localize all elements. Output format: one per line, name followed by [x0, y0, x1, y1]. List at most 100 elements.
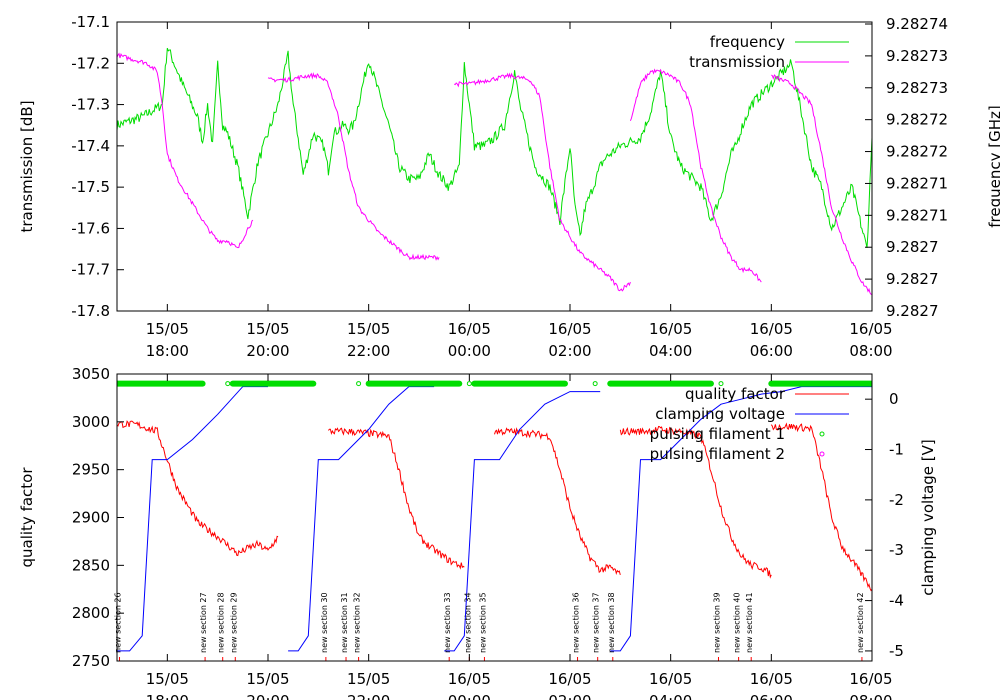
- bottom-ytick-label-3: 2900: [72, 509, 110, 527]
- top-panel: -17.1 -17.2 -17.3 -17.4 -17.5 -17.6 -17.7 -17.8…: [18, 13, 1000, 360]
- bottom-legend-swatch-2: [819, 431, 825, 437]
- top-plot-area: [117, 47, 872, 295]
- bottom-ytick-label-6: 2750: [72, 652, 110, 670]
- section-label-11: new section 37: [592, 592, 601, 653]
- top-y2tick-label-0: 9.28274: [886, 15, 948, 33]
- bottom-y2tick-label-1: -1: [889, 441, 904, 459]
- top-xtick-date-2: 15/05: [347, 320, 390, 338]
- top-ytick-label-2: -17.3: [71, 96, 110, 114]
- top-frequency-line-0: [117, 47, 872, 248]
- section-label-4: new section 30: [320, 592, 329, 653]
- top-ytick-label-0: -17.1: [71, 13, 110, 31]
- bottom-y2tick-label-2: -2: [889, 491, 904, 509]
- section-label-12: new section 38: [607, 592, 616, 653]
- top-legend-label-1: transmission: [689, 53, 785, 71]
- bottom-y2label: clamping voltage [V]: [919, 439, 937, 595]
- section-label-13: new section 39: [712, 592, 721, 653]
- bottom-xtick-date-3: 16/05: [448, 670, 491, 688]
- top-y2tick-label-9: 9.2827: [886, 302, 939, 320]
- top-xtick-time-2: 22:00: [347, 342, 390, 360]
- bottom-legend-label-1: clamping voltage: [655, 405, 785, 423]
- bottom-y2tick-label-4: -4: [889, 592, 904, 610]
- bottom-pulsing-filament-1-point-0: [225, 381, 231, 387]
- section-label-5: new section 31: [340, 592, 349, 653]
- top-ytick-label-1: -17.2: [71, 54, 110, 72]
- section-label-1: new section 27: [199, 592, 208, 653]
- top-legend: frequency transmission: [689, 33, 849, 71]
- bottom-xtick-date-5: 16/05: [649, 670, 692, 688]
- bottom-xtick-time-3: 00:00: [448, 692, 491, 700]
- bottom-y2tick-label-5: -5: [889, 642, 904, 660]
- bottom-xtick-time-5: 04:00: [649, 692, 692, 700]
- top-xtick-date-5: 16/05: [649, 320, 692, 338]
- bottom-legend-label-2: pulsing filament 1: [650, 425, 785, 443]
- top-y2tick-label-7: 9.2827: [886, 238, 939, 256]
- bottom-pulsing-filament-1-point-2: [466, 381, 472, 387]
- section-label-14: new section 40: [733, 592, 742, 653]
- bottom-legend-label-3: pulsing filament 2: [650, 445, 785, 463]
- bottom-ytick-label-1: 3000: [72, 413, 110, 431]
- bottom-plot-area: [117, 380, 872, 661]
- top-xtick-time-7: 08:00: [849, 342, 892, 360]
- bottom-quality-factor-line-4: [770, 422, 872, 592]
- section-label-15: new section 41: [745, 592, 754, 653]
- bottom-xtick-time-1: 20:00: [246, 692, 289, 700]
- top-ytick-label-7: -17.8: [71, 302, 110, 320]
- top-xtick-date-3: 16/05: [448, 320, 491, 338]
- top-xtick-date-4: 16/05: [548, 320, 591, 338]
- bottom-panel: new section 26 new section 27 new section …: [18, 365, 937, 700]
- bottom-legend: quality factor clamping voltage pulsing fi…: [650, 385, 849, 463]
- top-frame: [116, 21, 873, 312]
- bottom-ylabel: quality factor: [18, 467, 36, 568]
- bottom-xtick-time-4: 02:00: [548, 692, 591, 700]
- top-transmission-line-0: [117, 52, 254, 249]
- bottom-xtick-date-7: 16/05: [849, 670, 892, 688]
- bottom-legend-label-0: quality factor: [685, 385, 786, 403]
- bottom-pulsing-filament-1-point-1: [356, 381, 362, 387]
- top-ytick-label-4: -17.5: [71, 178, 110, 196]
- top-xtick-date-1: 15/05: [246, 320, 289, 338]
- bottom-xtick-date-1: 15/05: [246, 670, 289, 688]
- bottom-pulsing-filament-1-point-3: [592, 381, 598, 387]
- bottom-ytick-label-2: 2950: [72, 461, 110, 479]
- top-transmission-line-1: [267, 72, 440, 261]
- top-xtick-date-6: 16/05: [750, 320, 793, 338]
- bottom-clamping-voltage-line-1: [288, 386, 435, 652]
- bottom-y2tick-label-0: 0: [889, 390, 899, 408]
- bottom-y2tick-label-3: -3: [889, 541, 904, 559]
- bottom-quality-factor-line-2: [494, 427, 621, 576]
- bottom-xtick-time-2: 22:00: [347, 692, 390, 700]
- bottom-quality-factor-line-1: [328, 427, 465, 570]
- section-label-2: new section 28: [217, 592, 226, 653]
- top-y2tick-label-5: 9.28271: [886, 174, 948, 192]
- top-legend-label-0: frequency: [710, 33, 785, 51]
- bottom-xtick-date-6: 16/05: [750, 670, 793, 688]
- top-ylabel: transmission [dB]: [18, 100, 36, 232]
- section-label-9: new section 35: [478, 592, 487, 653]
- bottom-clamping-voltage-line-2: [444, 391, 601, 652]
- bottom-xtick-time-7: 08:00: [849, 692, 892, 700]
- bottom-quality-factor-line-3: [619, 425, 772, 579]
- top-y2tick-label-1: 9.28273: [886, 47, 948, 65]
- section-label-0: new section 26: [114, 592, 123, 653]
- top-y2label: frequency [GHz]: [986, 105, 1000, 227]
- top-transmission-line-3: [629, 68, 762, 283]
- section-label-10: new section 36: [572, 592, 581, 653]
- top-ytick-label-5: -17.6: [71, 219, 110, 237]
- top-transmission-line-4: [771, 74, 872, 295]
- bottom-quality-factor-line-0: [117, 420, 279, 557]
- section-label-6: new section 32: [353, 592, 362, 653]
- bottom-legend-swatch-3: [819, 451, 825, 457]
- top-xtick-time-5: 04:00: [649, 342, 692, 360]
- top-xtick-time-0: 18:00: [146, 342, 189, 360]
- bottom-ytick-label-4: 2850: [72, 556, 110, 574]
- bottom-clamping-voltage-line-3: [610, 386, 872, 652]
- section-label-3: new section 29: [229, 592, 238, 653]
- bottom-xtick-date-4: 16/05: [548, 670, 591, 688]
- section-label-8: new section 34: [463, 592, 472, 653]
- bottom-xtick-time-0: 18:00: [146, 692, 189, 700]
- bottom-xtick-date-2: 15/05: [347, 670, 390, 688]
- bottom-pulsing-filament-1-point-4: [718, 381, 724, 387]
- bottom-xtick-date-0: 15/05: [146, 670, 189, 688]
